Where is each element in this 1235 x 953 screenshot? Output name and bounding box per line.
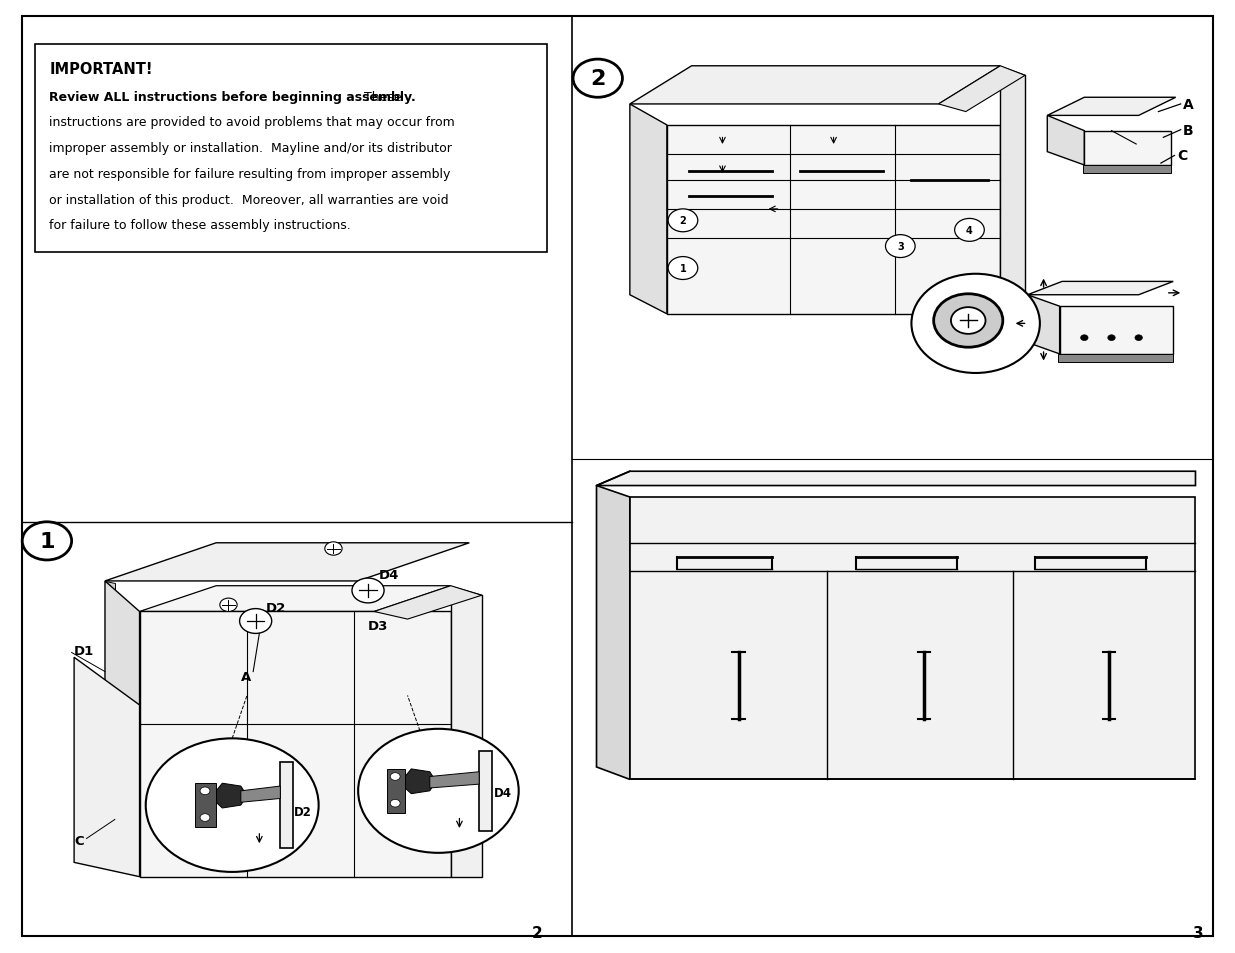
Text: 3: 3: [1193, 924, 1203, 940]
Polygon shape: [1047, 98, 1176, 116]
Polygon shape: [140, 612, 451, 877]
Polygon shape: [597, 472, 1195, 486]
Text: for failure to follow these assembly instructions.: for failure to follow these assembly ins…: [49, 219, 351, 233]
Text: These: These: [356, 91, 401, 104]
Text: instructions are provided to avoid problems that may occur from: instructions are provided to avoid probl…: [49, 116, 456, 130]
Text: D4: D4: [494, 786, 513, 800]
Polygon shape: [1083, 166, 1171, 173]
Polygon shape: [939, 67, 1025, 112]
Text: D4: D4: [379, 568, 399, 581]
Polygon shape: [1028, 295, 1060, 355]
Text: 2: 2: [532, 924, 542, 940]
Polygon shape: [1047, 116, 1084, 166]
Polygon shape: [1000, 67, 1025, 314]
Text: Review ALL instructions before beginning assembly.: Review ALL instructions before beginning…: [49, 91, 416, 104]
Polygon shape: [1028, 282, 1173, 295]
Polygon shape: [216, 783, 247, 808]
Polygon shape: [1058, 355, 1173, 362]
Text: C: C: [74, 834, 84, 847]
Text: improper assembly or installation.  Mayline and/or its distributor: improper assembly or installation. Mayli…: [49, 142, 452, 155]
Circle shape: [1081, 335, 1088, 341]
Text: D2: D2: [266, 601, 285, 615]
Circle shape: [885, 235, 915, 258]
Text: 1: 1: [40, 532, 54, 551]
Polygon shape: [630, 105, 667, 314]
Text: 3: 3: [897, 242, 904, 252]
Text: 4: 4: [966, 226, 973, 235]
Circle shape: [911, 274, 1040, 374]
Polygon shape: [667, 126, 1000, 314]
Circle shape: [934, 294, 1003, 348]
Text: D2: D2: [294, 805, 311, 819]
Polygon shape: [241, 786, 280, 802]
Polygon shape: [74, 658, 140, 877]
Text: 2: 2: [679, 216, 687, 226]
Text: are not responsible for failure resulting from improper assembly: are not responsible for failure resultin…: [49, 168, 451, 181]
Polygon shape: [405, 769, 436, 794]
Polygon shape: [280, 762, 293, 848]
Circle shape: [390, 800, 400, 807]
Text: A: A: [241, 670, 251, 683]
Circle shape: [951, 308, 986, 335]
FancyBboxPatch shape: [35, 45, 547, 253]
Polygon shape: [140, 586, 451, 612]
Polygon shape: [1060, 307, 1173, 355]
Circle shape: [573, 60, 622, 98]
Text: D1: D1: [74, 644, 94, 658]
Text: D3: D3: [368, 619, 388, 633]
FancyBboxPatch shape: [22, 17, 1213, 936]
Circle shape: [240, 609, 272, 634]
Text: C: C: [1177, 150, 1187, 163]
Circle shape: [22, 522, 72, 560]
Text: or installation of this product.  Moreover, all warranties are void: or installation of this product. Moreove…: [49, 193, 450, 207]
Circle shape: [668, 210, 698, 233]
Polygon shape: [430, 772, 479, 788]
Circle shape: [390, 773, 400, 781]
Circle shape: [352, 578, 384, 603]
Polygon shape: [195, 783, 216, 827]
Circle shape: [325, 542, 342, 556]
Polygon shape: [630, 497, 1195, 780]
Circle shape: [668, 257, 698, 280]
Polygon shape: [1084, 132, 1171, 166]
Circle shape: [1135, 335, 1142, 341]
Circle shape: [200, 814, 210, 821]
Text: B: B: [1183, 124, 1194, 137]
Text: A: A: [1183, 98, 1194, 112]
Circle shape: [1108, 335, 1115, 341]
Text: 2: 2: [590, 70, 605, 89]
Polygon shape: [630, 67, 1000, 105]
Text: 1: 1: [679, 264, 687, 274]
Polygon shape: [451, 586, 482, 877]
Text: IMPORTANT!: IMPORTANT!: [49, 62, 153, 77]
Polygon shape: [105, 543, 469, 581]
Circle shape: [146, 739, 319, 872]
Polygon shape: [105, 581, 115, 589]
Circle shape: [955, 219, 984, 242]
Polygon shape: [387, 769, 405, 813]
Polygon shape: [105, 581, 140, 877]
Polygon shape: [374, 586, 482, 619]
Circle shape: [358, 729, 519, 853]
Circle shape: [200, 787, 210, 795]
Circle shape: [220, 598, 237, 612]
Polygon shape: [479, 751, 492, 831]
Polygon shape: [597, 486, 630, 780]
